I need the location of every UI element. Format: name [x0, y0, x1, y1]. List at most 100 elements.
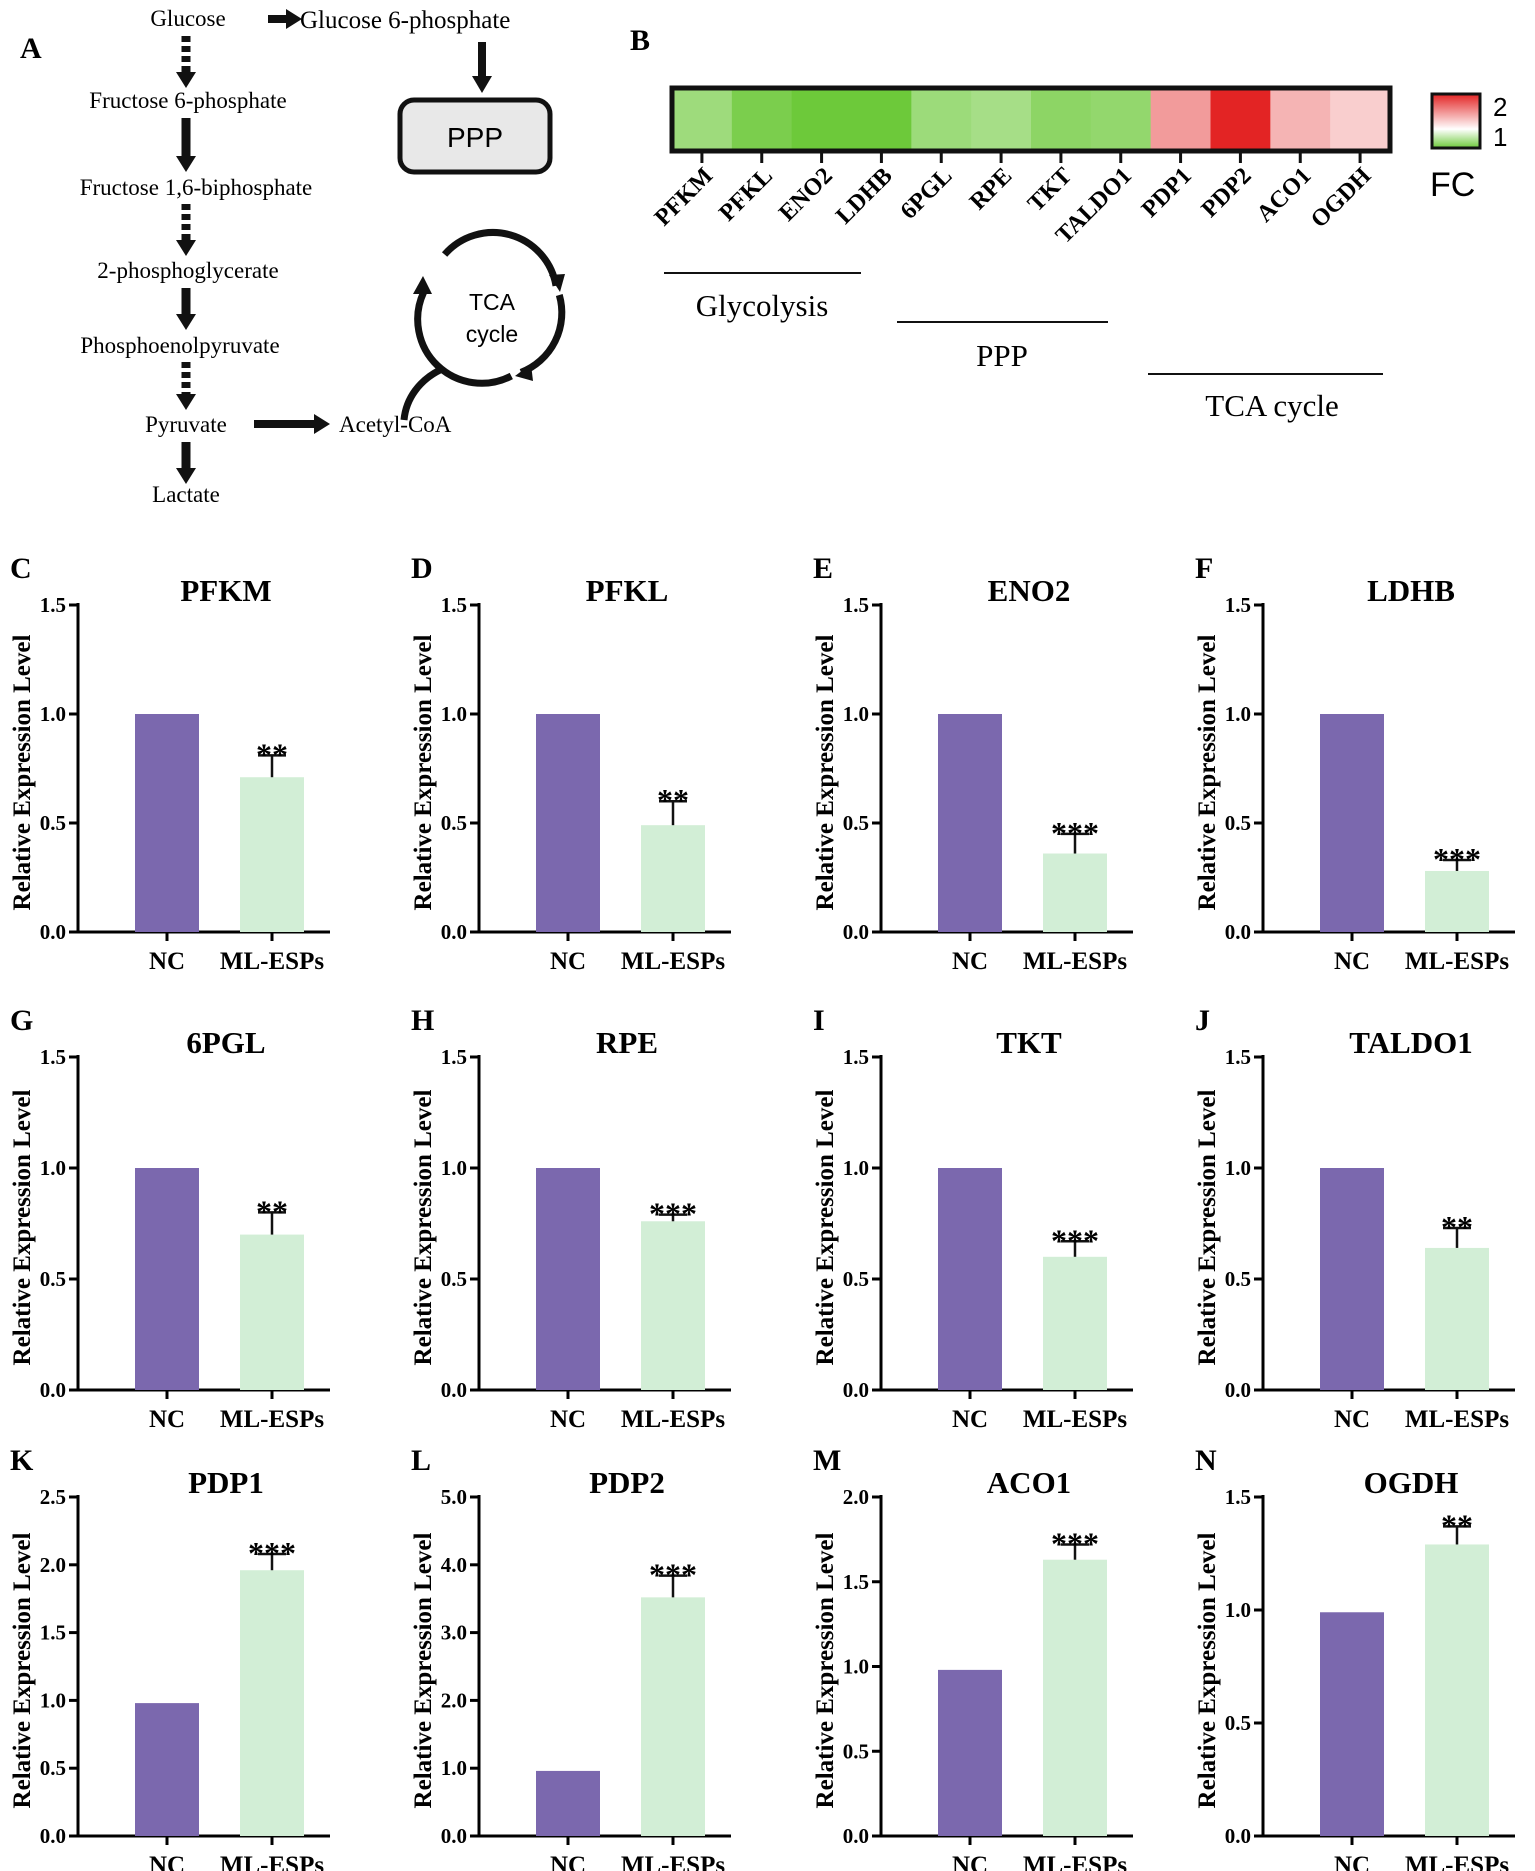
panel-label-a: A	[20, 32, 42, 65]
x-tick-label-pdp2-ml-esps: ML-ESPs	[621, 1852, 725, 1871]
bar-6pgl-ml-esps	[240, 1234, 304, 1390]
ppp-box	[397, 97, 553, 175]
bar-tkt-nc	[938, 1168, 1002, 1390]
y-tick-label-tkt-3: 1.5	[843, 1045, 869, 1069]
x-tick-label-pdp1-ml-esps: ML-ESPs	[220, 1852, 324, 1871]
significance-pfkm: **	[256, 736, 288, 772]
bar-pfkl-nc	[536, 714, 600, 932]
bar-pdp1-nc	[135, 1703, 199, 1836]
y-tick-label-6pgl-3: 1.5	[40, 1045, 66, 1069]
fc-legend-colorbar	[1430, 92, 1482, 150]
y-tick-label-pfkl-0: 0.0	[441, 920, 467, 944]
metabolite-glucose-6-phosphate: Glucose 6-phosphate	[300, 7, 510, 34]
significance-eno2: ***	[1051, 815, 1099, 851]
y-tick-label-eno2-1: 0.5	[843, 811, 869, 835]
bar-eno2-ml-esps	[1043, 853, 1107, 932]
significance-ogdh: **	[1441, 1507, 1473, 1543]
tca-arc-2	[519, 294, 566, 376]
chart-title-tkt: TKT	[996, 1025, 1062, 1060]
significance-aco1: ***	[1051, 1525, 1099, 1561]
x-tick-label-ldhb-ml-esps: ML-ESPs	[1405, 948, 1509, 975]
y-tick-label-rpe-0: 0.0	[441, 1378, 467, 1402]
y-tick-label-rpe-2: 1.0	[441, 1156, 467, 1180]
x-tick-label-eno2-nc: NC	[952, 948, 988, 975]
significance-taldo1: **	[1441, 1209, 1473, 1245]
bar-ogdh-ml-esps	[1425, 1544, 1489, 1836]
fc-legend-tick-2: 2	[1493, 92, 1507, 122]
glycolysis-steps: Glucose Fructose 6-phosphate Fructose 1,…	[80, 6, 313, 507]
y-tick-label-aco1-4: 2.0	[843, 1485, 869, 1509]
y-tick-label-ldhb-0: 0.0	[1225, 920, 1251, 944]
glycolysis-arrowhead-2	[176, 156, 196, 172]
panel-label-j: J	[1195, 1004, 1210, 1037]
metabolite-glucose: Glucose	[150, 6, 225, 31]
arrowhead-pyruvate-to-acetyl-coa	[314, 414, 330, 434]
y-tick-label-pdp2-5: 5.0	[441, 1485, 467, 1509]
tca-label-line1: TCA	[469, 289, 516, 315]
tca-arrowhead-1	[549, 274, 565, 292]
y-tick-label-pfkm-0: 0.0	[40, 920, 66, 944]
panel-label-c: C	[10, 552, 32, 585]
heatmap-cell-tkt	[1031, 88, 1092, 151]
bar-aco1-nc	[938, 1669, 1002, 1836]
chart-title-pfkm: PFKM	[180, 573, 271, 608]
panel-label-h: H	[411, 1004, 434, 1037]
bar-taldo1-ml-esps	[1425, 1247, 1489, 1390]
heatmap-label-pfkm: PFKM	[650, 163, 718, 231]
metabolite-pyruvate: Pyruvate	[145, 412, 227, 437]
x-tick-label-ogdh-nc: NC	[1334, 1852, 1370, 1871]
y-tick-label-ldhb-2: 1.0	[1225, 702, 1251, 726]
panel-label-e: E	[813, 552, 833, 585]
glycolysis-arrowhead-4	[176, 314, 196, 330]
y-tick-label-pfkl-3: 1.5	[441, 593, 467, 617]
fc-legend: 2 1 FC	[1430, 92, 1507, 204]
y-tick-label-aco1-2: 1.0	[843, 1655, 869, 1679]
bar-taldo1-nc	[1320, 1168, 1384, 1390]
x-tick-label-rpe-ml-esps: ML-ESPs	[621, 1406, 725, 1433]
x-tick-label-aco1-nc: NC	[952, 1852, 988, 1871]
heatmap-cell-ldhb	[851, 88, 912, 151]
tca-arc-3	[414, 290, 513, 387]
heatmap-cell-pdp2	[1210, 88, 1271, 151]
significance-pdp2: ***	[649, 1557, 697, 1593]
metabolite-fructose-1-6-biphosphate: Fructose 1,6-biphosphate	[80, 175, 313, 200]
x-tick-label-ogdh-ml-esps: ML-ESPs	[1405, 1852, 1509, 1871]
y-tick-label-taldo1-2: 1.0	[1225, 1156, 1251, 1180]
bar-pdp2-ml-esps	[641, 1597, 705, 1836]
group-label-ppp: PPP	[976, 338, 1028, 373]
x-tick-label-tkt-ml-esps: ML-ESPs	[1023, 1406, 1127, 1433]
group-label-glycolysis: Glycolysis	[696, 288, 829, 323]
y-axis-label-tkt: Relative Expression Level	[812, 1089, 839, 1365]
heatmap-label-ogdh: OGDH	[1306, 163, 1376, 233]
x-tick-label-taldo1-ml-esps: ML-ESPs	[1405, 1406, 1509, 1433]
y-tick-label-eno2-0: 0.0	[843, 920, 869, 944]
significance-rpe: ***	[649, 1196, 697, 1232]
chart-title-ldhb: LDHB	[1367, 573, 1455, 608]
y-tick-label-pdp1-0: 0.0	[40, 1824, 66, 1848]
glycolysis-arrows	[176, 36, 196, 484]
tca-arrowhead-2	[515, 364, 533, 381]
glycolysis-arrowhead-6	[176, 468, 196, 484]
heatmap-cell-ogdh	[1330, 88, 1391, 151]
arrowhead-glucose-to-g6p	[286, 9, 302, 29]
x-tick-label-pfkm-ml-esps: ML-ESPs	[220, 948, 324, 975]
metabolite-lactate: Lactate	[152, 482, 220, 507]
heatmap-cell-pfkm	[672, 88, 733, 151]
y-axis-label-pdp1: Relative Expression Level	[9, 1532, 36, 1808]
y-tick-label-pdp2-1: 1.0	[441, 1756, 467, 1780]
y-tick-label-pdp1-1: 0.5	[40, 1756, 66, 1780]
panel-label-d: D	[411, 552, 433, 585]
y-tick-label-6pgl-0: 0.0	[40, 1378, 66, 1402]
heatmap-label-ldhb: LDHB	[831, 163, 897, 229]
chart-title-rpe: RPE	[596, 1025, 658, 1060]
significance-ldhb: ***	[1433, 841, 1481, 877]
panel-label-f: F	[1195, 552, 1213, 585]
heatmap-label-aco1: ACO1	[1252, 163, 1317, 228]
